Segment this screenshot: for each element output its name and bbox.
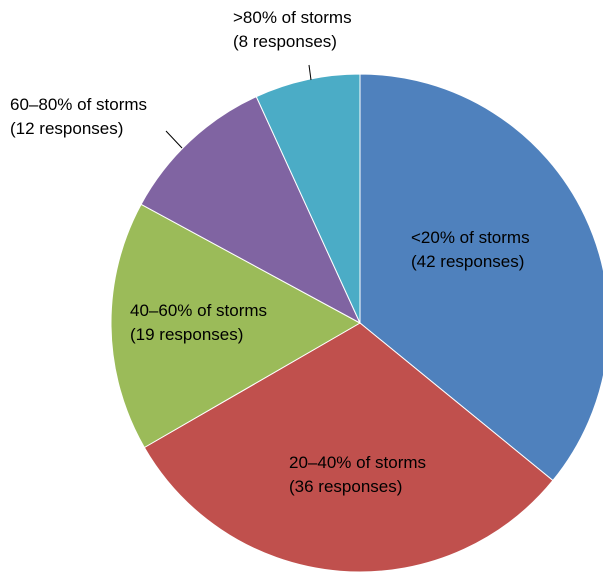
slice-5-label: >80% of storms (8 responses): [233, 8, 352, 51]
slice-2-wedge: [143, 322, 554, 572]
pie-slices: [110, 73, 603, 572]
slice-5-label-count: (8 responses): [233, 32, 337, 51]
slice-4-label: 60–80% of storms (12 responses): [10, 95, 147, 138]
slice-1-wedge: [359, 73, 603, 482]
slice-1-label-count: (42 responses): [411, 252, 524, 271]
slice-4-label-category: 60–80% of storms: [10, 95, 147, 114]
slice-1-label-category: <20% of storms: [411, 228, 530, 247]
slice-2-label-count: (36 responses): [289, 477, 402, 496]
leader-lines: [165, 64, 312, 149]
slice-5-leader-line: [308, 64, 312, 81]
slice-3-label: 40–60% of storms (19 responses): [130, 301, 267, 344]
slice-4-leader-line: [165, 130, 183, 149]
slice-labels: <20% of storms (42 responses) 20–40% of st…: [10, 8, 530, 496]
slice-3-label-count: (19 responses): [130, 325, 243, 344]
slice-4-label-count: (12 responses): [10, 119, 123, 138]
slice-5-wedge: [255, 73, 361, 324]
slice-3-wedge: [110, 203, 362, 449]
slice-1-label: <20% of storms (42 responses): [411, 228, 530, 271]
slice-4-wedge: [140, 95, 362, 325]
slice-2-label-category: 20–40% of storms: [289, 453, 426, 472]
slice-5-label-category: >80% of storms: [233, 8, 352, 27]
slice-3-label-category: 40–60% of storms: [130, 301, 267, 320]
slice-2-label: 20–40% of storms (36 responses): [289, 453, 426, 496]
